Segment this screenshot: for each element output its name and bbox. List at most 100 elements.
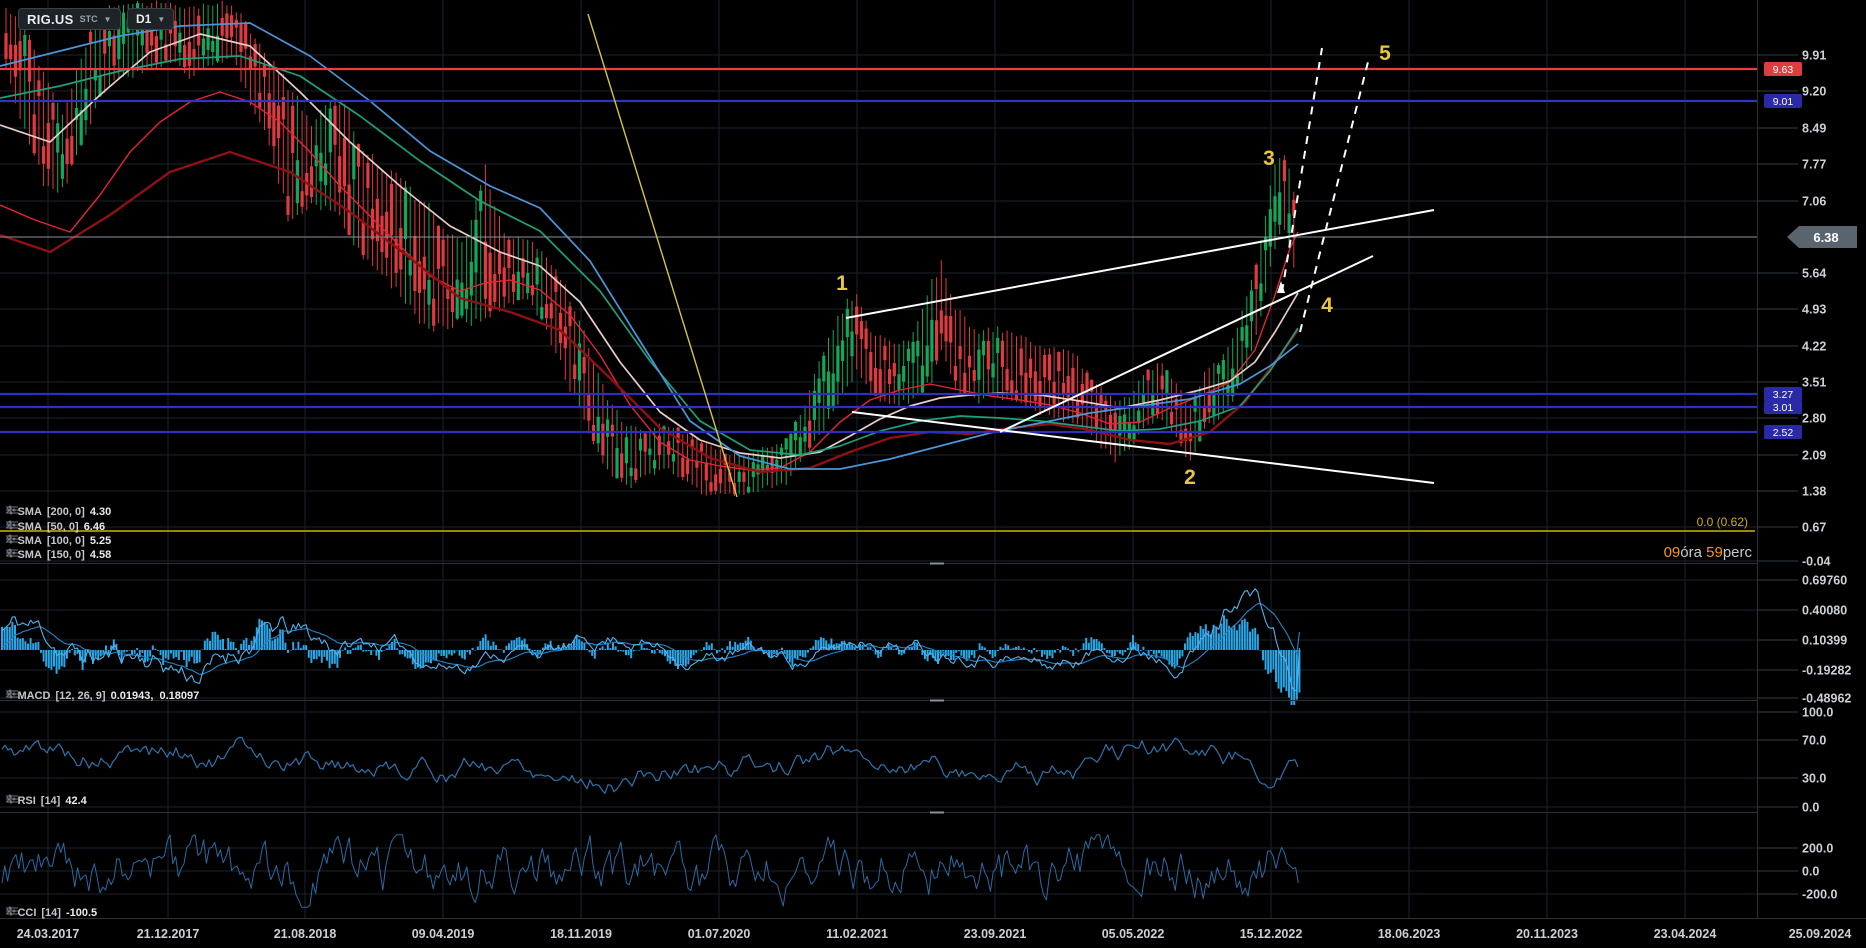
candle-body — [1047, 354, 1051, 381]
close-icon[interactable]: × — [6, 534, 13, 546]
macd-histogram-bar — [21, 638, 24, 650]
macd-histogram-bar — [55, 650, 58, 674]
macd-histogram-bar — [495, 645, 497, 650]
timeframe-selector[interactable]: D1 ▼ — [127, 8, 175, 30]
macd-histogram-bar — [991, 650, 994, 659]
close-icon[interactable]: × — [6, 906, 13, 918]
symbol-selector[interactable]: RIG.US STC ▼ — [18, 8, 121, 30]
macd-histogram-bar — [674, 650, 677, 666]
macd-histogram-bar — [1171, 650, 1173, 667]
candle-body — [747, 486, 751, 493]
countdown-minutes-unit: perc — [1722, 544, 1752, 561]
macd-histogram-bar — [159, 650, 162, 656]
price-alert-badge[interactable] — [1764, 62, 1802, 76]
indicator-params: [14] — [40, 794, 61, 807]
settings-icon[interactable] — [6, 534, 18, 544]
candle-body — [540, 307, 544, 319]
candle-body — [512, 274, 516, 292]
legend-row-sma-100: × SMA [100, 0] 5.25 — [6, 534, 111, 547]
indicator-value: 42.4 — [65, 794, 87, 807]
macd-histogram-bar — [960, 650, 963, 656]
candle-body — [967, 355, 972, 368]
settings-icon[interactable] — [6, 548, 18, 558]
white-trendline[interactable] — [845, 209, 1435, 319]
time-axis: 24.03.2017 21.12.2017 21.08.2018 09.04.2019… — [0, 919, 1866, 948]
macd-histogram-bar — [1280, 650, 1283, 693]
candle-body — [1113, 412, 1117, 430]
candle-body — [1273, 196, 1277, 222]
close-icon[interactable]: × — [6, 505, 13, 517]
rsi-tick-label: 0.0 — [1802, 801, 1819, 815]
white-trendline[interactable] — [851, 411, 1435, 484]
macd-histogram-bar — [463, 650, 466, 660]
macd-histogram-bar — [141, 650, 144, 653]
macd-histogram-bar — [635, 649, 638, 651]
macd-histogram-bar — [1087, 642, 1090, 650]
candle-body — [56, 123, 60, 153]
settings-icon[interactable] — [6, 689, 18, 699]
macd-histogram-bar — [853, 646, 856, 650]
candle-body — [728, 472, 732, 482]
macd-histogram-bar — [341, 650, 344, 651]
macd-histogram-bar — [1189, 632, 1192, 650]
rsi-tick-label: 70.0 — [1802, 734, 1826, 748]
macd-histogram-bar — [235, 648, 237, 650]
dashed-projection-line[interactable] — [1281, 47, 1323, 293]
settings-icon[interactable] — [6, 794, 18, 804]
date-tick-label: 15.12.2022 — [1240, 927, 1303, 941]
macd-histogram-bar — [1264, 650, 1267, 670]
macd-histogram-bar — [1199, 625, 1202, 650]
macd-histogram-bar — [242, 640, 245, 650]
macd-histogram-bar — [6, 626, 9, 650]
settings-icon[interactable] — [6, 505, 18, 515]
close-icon[interactable]: × — [6, 520, 13, 532]
price-tick-label: 9.91 — [1802, 49, 1826, 63]
candle-body — [432, 298, 436, 326]
price-alert-badge[interactable] — [1764, 387, 1802, 401]
close-icon[interactable]: × — [6, 548, 13, 560]
macd-histogram-bar — [107, 650, 110, 654]
macd-histogram-bar — [396, 648, 399, 650]
macd-histogram-bar — [1067, 648, 1069, 650]
candle-body — [850, 331, 854, 357]
macd-histogram-bar — [1116, 650, 1119, 652]
close-icon[interactable]: × — [6, 689, 13, 701]
candle-body — [1019, 348, 1023, 376]
settings-icon[interactable] — [6, 520, 18, 530]
macd-histogram-bar — [276, 637, 279, 650]
candle-body — [704, 462, 708, 481]
close-icon[interactable]: × — [6, 794, 13, 806]
candle-body — [230, 15, 234, 37]
price-alert-badge[interactable] — [1764, 400, 1802, 414]
candle-body — [977, 349, 981, 380]
candle-body — [253, 44, 257, 67]
candle-body — [620, 453, 624, 478]
macd-histogram-bar — [609, 648, 612, 650]
price-alert-badge[interactable] — [1764, 425, 1802, 439]
macd-histogram-bar — [105, 645, 107, 650]
macd-histogram-bar — [258, 618, 261, 650]
candle-body — [60, 154, 64, 179]
price-levels — [0, 67, 1787, 532]
macd-histogram-bar — [1030, 650, 1033, 654]
macd-histogram-bar — [983, 647, 986, 650]
date-tick-label: 21.08.2018 — [274, 927, 337, 941]
ma-line-sma-slow — [0, 150, 1299, 474]
candle-body — [178, 32, 182, 53]
candle-body — [375, 198, 379, 242]
yellow-trendline[interactable] — [587, 13, 738, 498]
macd-histogram-bar — [1, 626, 3, 650]
candle-body — [1235, 375, 1239, 385]
candle-body — [798, 437, 802, 457]
macd-histogram-bar — [427, 650, 430, 663]
macd-histogram-bar — [274, 638, 276, 650]
macd-tick-label: 0.40080 — [1802, 604, 1847, 618]
settings-icon[interactable] — [6, 906, 18, 916]
price-alert-badge-label: 9.01 — [1773, 96, 1794, 108]
price-alert-badge[interactable] — [1764, 94, 1802, 108]
dashed-projection-line[interactable] — [1299, 61, 1369, 333]
macd-histogram-bar — [1004, 643, 1007, 650]
macd-histogram-bar — [305, 645, 308, 650]
macd-histogram-bar — [890, 646, 893, 650]
